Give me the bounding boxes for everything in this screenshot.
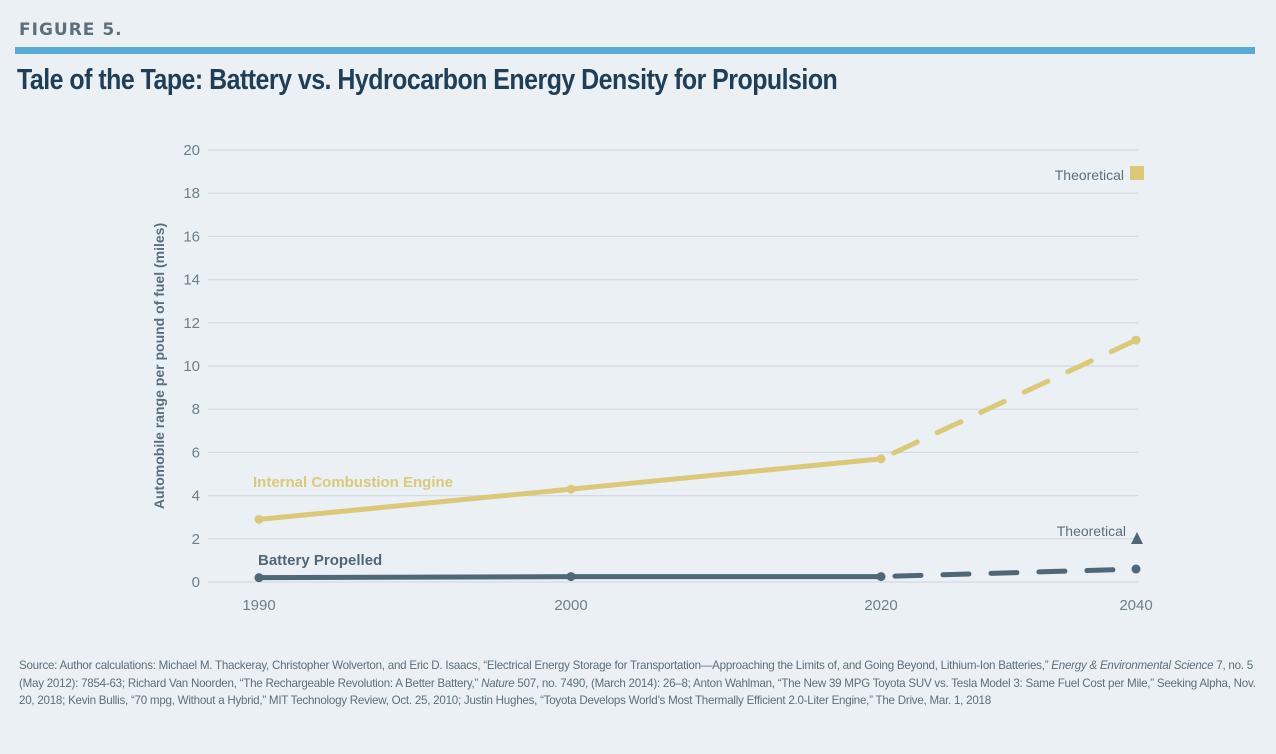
y-tick-label: 20 <box>183 142 200 159</box>
y-tick-label: 10 <box>183 358 200 375</box>
y-tick-label: 12 <box>183 315 200 332</box>
y-axis-ticks: 0 2 4 6 8 10 12 14 16 18 20 <box>183 142 200 591</box>
x-tick-label: 2040 <box>1119 597 1152 614</box>
y-tick-label: 0 <box>192 574 200 591</box>
data-point <box>1131 335 1141 345</box>
data-point <box>876 572 886 582</box>
y-tick-label: 8 <box>192 401 200 418</box>
source-italic-title: Energy & Environmental Science <box>1051 659 1214 672</box>
data-point <box>876 454 886 464</box>
y-tick-label: 2 <box>192 531 200 548</box>
header-accent-rule <box>15 47 1255 54</box>
source-text: 7, no. 5 (May 2012): 7854-63; Richard Va… <box>19 659 1253 690</box>
y-tick-label: 4 <box>192 488 200 505</box>
line-chart: 0 2 4 6 8 10 12 14 16 18 20 1990 2000 2020 2040 Autom… <box>151 142 1153 614</box>
source-italic-title: Nature <box>481 676 515 690</box>
y-tick-label: 16 <box>183 228 200 245</box>
triangle-marker-icon <box>1131 532 1143 544</box>
x-tick-label: 1990 <box>242 597 275 614</box>
y-tick-label: 6 <box>192 444 200 461</box>
series-line-projected <box>878 337 1139 462</box>
y-axis-label: Automobile range per pound of fuel (mile… <box>151 223 167 509</box>
series-label: Internal Combustion Engine <box>253 474 453 491</box>
y-tick-label: 18 <box>183 185 200 202</box>
data-point <box>566 572 576 582</box>
series-group: Internal Combustion Engine Battery Propel… <box>253 335 1141 583</box>
gridlines <box>208 149 1138 583</box>
source-text: 507, no. 7490, (March 2014): 26–8; Anton… <box>19 676 1256 708</box>
series-label: Battery Propelled <box>258 552 382 569</box>
source-text: Source: Author calculations: Michael M. … <box>19 659 1052 672</box>
x-tick-label: 2000 <box>554 597 587 614</box>
annotations: Theoretical Theoretical <box>1055 166 1144 544</box>
data-point <box>1131 564 1141 574</box>
series-line-projected <box>878 566 1139 580</box>
source-citation: Source: Author calculations: Michael M. … <box>19 657 1264 710</box>
theoretical-label: Theoretical <box>1055 167 1124 183</box>
figure-label: FIGURE 5. <box>19 20 123 40</box>
theoretical-label: Theoretical <box>1057 523 1126 539</box>
data-point <box>254 573 264 583</box>
data-point <box>254 514 264 524</box>
data-point <box>566 484 576 494</box>
chart-title: Tale of the Tape: Battery vs. Hydrocarbo… <box>17 64 838 96</box>
x-axis-ticks: 1990 2000 2020 2040 <box>242 597 1152 614</box>
square-marker-icon <box>1130 166 1144 180</box>
y-tick-label: 14 <box>183 272 200 289</box>
x-tick-label: 2020 <box>864 597 897 614</box>
